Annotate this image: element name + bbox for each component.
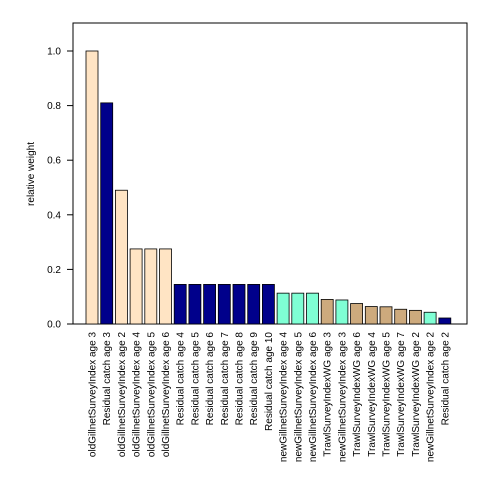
x-category-label: Residual catch age 4 (176, 332, 187, 426)
bar (379, 306, 393, 325)
y-tick-label: 0.6 (47, 156, 61, 167)
x-category-label: TrawlSurveyIndexWG age 5 (382, 332, 393, 457)
y-tick-label: 0.4 (47, 210, 61, 221)
bar (129, 248, 143, 325)
x-category-label: Residual catch age 6 (205, 332, 216, 426)
x-category-label: TrawlSurveyIndexWG age 3 (323, 332, 334, 457)
x-category-label: Residual catch age 10 (264, 332, 275, 431)
bar (306, 292, 319, 325)
x-category-label: oldGillnetSurveyIndex age 3 (88, 332, 99, 458)
y-axis: 0.0 0.2 0.4 0.6 0.8 1.0 (47, 47, 74, 331)
x-category-label: Residual catch age 5 (190, 332, 201, 426)
y-tick-label: 0.2 (47, 265, 61, 276)
x-category-label: oldGillnetSurveyIndex age 2 (117, 332, 128, 458)
bar (394, 308, 408, 325)
x-category-label: Residual catch age 2 (440, 332, 451, 426)
x-axis-labels: oldGillnetSurveyIndex age 3 Residual catc… (88, 332, 452, 463)
y-tick-label: 0.0 (47, 320, 61, 331)
x-category-label: oldGillnetSurveyIndex age 5 (146, 332, 157, 458)
x-category-label: newGillnetSurveyIndex age 4 (279, 332, 290, 463)
bar (408, 309, 422, 325)
x-category-label: Residual catch age 3 (102, 332, 113, 426)
x-category-label: newGillnetSurveyIndex age 2 (426, 332, 437, 463)
bar (203, 284, 217, 325)
bar (261, 284, 275, 325)
bar (217, 284, 231, 325)
bar (232, 284, 246, 325)
bar (423, 311, 437, 325)
x-category-label: oldGillnetSurveyIndex age 4 (132, 332, 143, 458)
x-category-label: TrawlSurveyIndexWG age 6 (352, 332, 363, 457)
y-tick-label: 0.8 (47, 101, 61, 112)
bar (188, 284, 202, 325)
bar (320, 299, 334, 325)
x-category-label: newGillnetSurveyIndex age 6 (308, 332, 319, 463)
bar (144, 248, 158, 325)
bar (85, 50, 99, 325)
x-category-label: newGillnetSurveyIndex age 5 (293, 332, 304, 463)
bar (173, 284, 187, 325)
x-category-label: Residual catch age 7 (220, 332, 231, 426)
x-category-label: Residual catch age 8 (235, 332, 246, 426)
bar (276, 292, 290, 325)
bar (247, 284, 261, 325)
bar (350, 303, 364, 325)
y-tick-label: 1.0 (47, 47, 61, 58)
x-category-label: oldGillnetSurveyIndex age 6 (161, 332, 172, 458)
x-category-label: TrawlSurveyIndexWG age 7 (396, 332, 407, 457)
bar (115, 189, 128, 325)
bars (85, 50, 452, 325)
bar (335, 299, 349, 325)
bar (159, 248, 172, 325)
bar (364, 306, 378, 325)
x-category-label: TrawlSurveyIndexWG age 4 (367, 332, 378, 457)
bar (291, 292, 305, 325)
x-category-label: newGillnetSurveyIndex age 3 (337, 332, 348, 463)
bar (438, 317, 452, 325)
y-axis-title: relative weight (26, 142, 37, 206)
x-category-label: TrawlSurveyIndexWG age 2 (411, 332, 422, 457)
bar (100, 102, 114, 325)
x-category-label: Residual catch age 9 (249, 332, 260, 426)
